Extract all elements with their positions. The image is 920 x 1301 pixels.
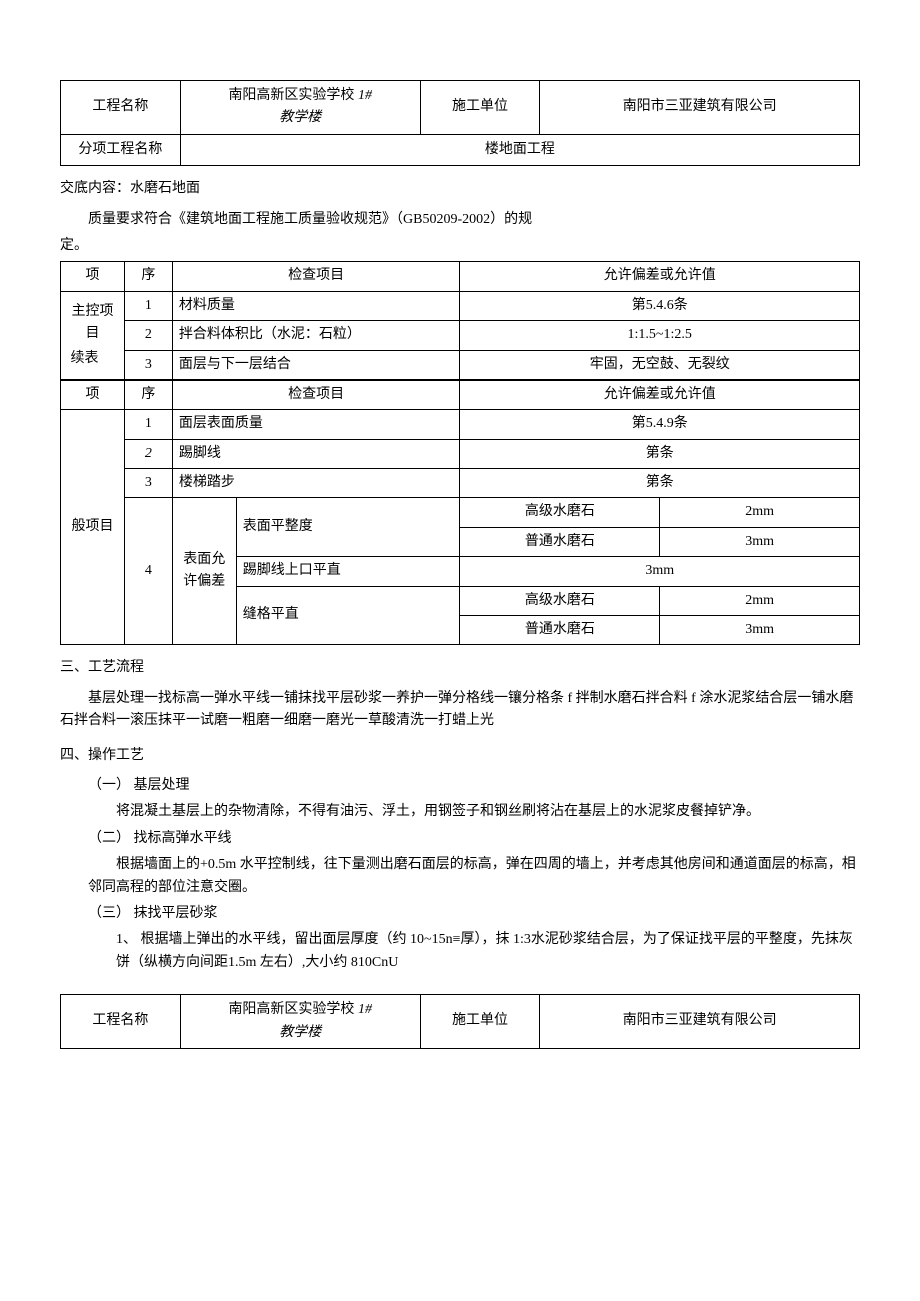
construction-label: 施工单位 <box>420 81 540 135</box>
row-check: 踢脚线 <box>172 439 460 468</box>
row-check: 面层表面质量 <box>172 410 460 439</box>
project-label: 工程名称 <box>61 81 181 135</box>
disclosure-label: 交底内容：水磨石地面 <box>60 178 860 200</box>
col-allow: 允许偏差或允许值 <box>460 262 860 291</box>
sub1-content: 将混凝土基层上的杂物清除，不得有油污、浮土，用钢签子和钢丝刷将沾在基层上的水泥浆… <box>60 801 860 823</box>
row-allow: 第条 <box>460 469 860 498</box>
sub3-item1: 1、 根据墙上弹出的水平线，留出面层厚度（约 10~15n≡厚），抹 1:3水泥… <box>60 929 860 974</box>
quality-req: 质量要求符合《建筑地面工程施工质量验收规范》（GB50209-2002）的规 <box>60 209 860 231</box>
col-cat: 项 <box>61 262 125 291</box>
item-name: 表面平整度 <box>236 498 460 557</box>
row-seq: 2 <box>124 321 172 350</box>
row-allow: 第5.4.6条 <box>460 291 860 320</box>
row-seq: 1 <box>124 291 172 320</box>
subproject-name: 楼地面工程 <box>180 134 859 165</box>
sub2-content: 根据墙面上的+0.5m 水平控制线，往下量测出磨石面层的标高，弹在四周的墙上，并… <box>60 854 860 899</box>
project-label: 工程名称 <box>61 995 181 1049</box>
item-name: 缝格平直 <box>236 586 460 645</box>
col-check: 检查项目 <box>172 262 460 291</box>
grade: 高级水磨石 <box>460 498 660 527</box>
header-table-1: 工程名称 南阳高新区实验学校 1# 教学楼 施工单位 南阳市三亚建筑有限公司 分… <box>60 80 860 166</box>
construction-unit: 南阳市三亚建筑有限公司 <box>540 81 860 135</box>
col-check: 检查项目 <box>172 380 460 409</box>
footer-table: 工程名称 南阳高新区实验学校 1# 教学楼 施工单位 南阳市三亚建筑有限公司 <box>60 994 860 1049</box>
grade: 普通水磨石 <box>460 616 660 645</box>
val: 2mm <box>660 498 860 527</box>
inspection-table-1: 项 序 检查项目 允许偏差或允许值 主控项目 续表 1 材料质量 第5.4.6条… <box>60 261 860 380</box>
sub3-title: （三） 抹找平层砂浆 <box>60 903 860 925</box>
subproject-label: 分项工程名称 <box>61 134 181 165</box>
row-allow: 第条 <box>460 439 860 468</box>
val: 3mm <box>460 557 860 586</box>
quality-req-end: 定。 <box>60 235 860 257</box>
row-seq: 4 <box>124 498 172 645</box>
row-seq: 3 <box>124 469 172 498</box>
grade: 高级水磨石 <box>460 586 660 615</box>
row-seq: 1 <box>124 410 172 439</box>
row-check: 材料质量 <box>172 291 460 320</box>
section4-title: 四、操作工艺 <box>60 745 860 767</box>
main-cat: 主控项目 续表 <box>61 291 125 379</box>
row-check: 面层与下一层结合 <box>172 350 460 379</box>
project-name: 南阳高新区实验学校 1# 教学楼 <box>180 995 420 1049</box>
row-check: 拌合料体积比（水泥：石粒） <box>172 321 460 350</box>
row-allow: 1:1.5~1:2.5 <box>460 321 860 350</box>
sub2-title: （二） 找标高弹水平线 <box>60 828 860 850</box>
col-allow: 允许偏差或允许值 <box>460 380 860 409</box>
sub1-title: （一） 基层处理 <box>60 775 860 797</box>
inspection-table-2: 项 序 检查项目 允许偏差或允许值 般项目 1 面层表面质量 第5.4.9条 2… <box>60 380 860 646</box>
val: 3mm <box>660 616 860 645</box>
val: 3mm <box>660 527 860 556</box>
general-cat: 般项目 <box>61 410 125 645</box>
col-cat: 项 <box>61 380 125 409</box>
project-name: 南阳高新区实验学校 1# 教学楼 <box>180 81 420 135</box>
row-allow: 牢固，无空鼓、无裂纹 <box>460 350 860 379</box>
item-name: 踢脚线上口平直 <box>236 557 460 586</box>
col-seq: 序 <box>124 262 172 291</box>
grade: 普通水磨石 <box>460 527 660 556</box>
section3-title: 三、工艺流程 <box>60 657 860 679</box>
construction-label: 施工单位 <box>420 995 540 1049</box>
val: 2mm <box>660 586 860 615</box>
section3-content: 基层处理一找标高一弹水平线一铺抹找平层砂浆一养护一弹分格线一镶分格条 f 拌制水… <box>60 688 860 733</box>
row-seq: 3 <box>124 350 172 379</box>
surface-dev: 表面允许偏差 <box>172 498 236 645</box>
construction-unit: 南阳市三亚建筑有限公司 <box>540 995 860 1049</box>
row-seq: 2 <box>124 439 172 468</box>
row-check: 楼梯踏步 <box>172 469 460 498</box>
row-allow: 第5.4.9条 <box>460 410 860 439</box>
col-seq: 序 <box>124 380 172 409</box>
